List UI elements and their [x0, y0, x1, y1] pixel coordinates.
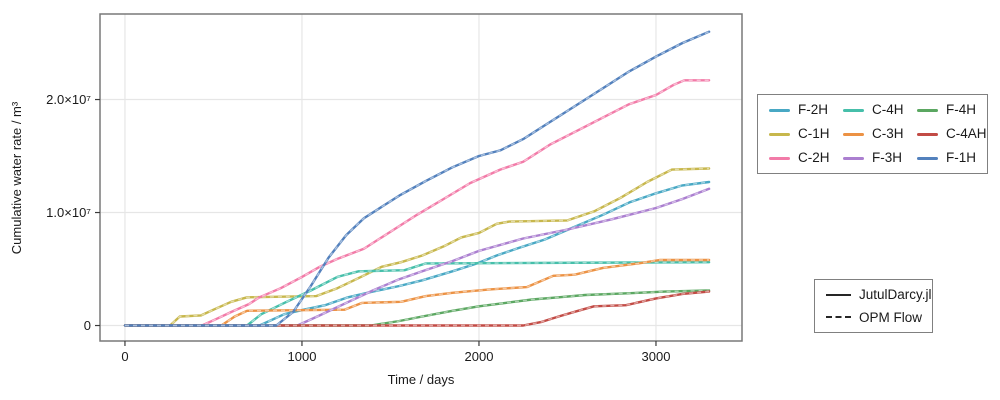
- solid-line-swatch: [826, 293, 851, 296]
- legend-label-jutuldarcy-jl: JutulDarcy.jl: [859, 286, 932, 302]
- series-line-opmflow-c-3h: [125, 259, 710, 327]
- legend-label-c-4h: C-4H: [872, 102, 904, 118]
- legend-swatch-f-3h: [843, 156, 864, 160]
- dashed-line-swatch: [826, 316, 851, 319]
- legend-models: JutulDarcy.jl OPM Flow: [814, 279, 933, 333]
- y-tick-label: 0: [84, 318, 91, 333]
- series-line-opmflow-f-4h: [125, 289, 710, 327]
- plot-border: [99, 13, 743, 342]
- legend-item-c-4ah: C-4AH: [917, 123, 995, 145]
- legend-label-f-3h: F-3H: [872, 150, 902, 166]
- x-tick-label-1000: 1000: [288, 349, 317, 364]
- legend-label-f-1h: F-1H: [946, 150, 976, 166]
- legend-swatch-c-2h: [769, 156, 790, 160]
- x-tick-label-2000: 2000: [465, 349, 494, 364]
- legend-swatch-c-3h: [843, 132, 864, 136]
- series-line-jutuldarcy-c-1h: [123, 167, 711, 327]
- legend-label-f-2h: F-2H: [798, 102, 828, 118]
- series-line-opmflow-c-4h: [125, 261, 710, 327]
- series-line-opmflow-f-2h: [125, 181, 710, 327]
- legend-item-c-1h: C-1H: [769, 123, 843, 145]
- legend-item-f-3h: F-3H: [843, 147, 917, 169]
- series-line-jutuldarcy-f-2h: [123, 180, 711, 327]
- y-axis-label: Cumulative water rate / m³: [9, 101, 24, 254]
- series-line-opmflow-c-1h: [125, 167, 710, 327]
- legend-item-f-2h: F-2H: [769, 99, 843, 121]
- legend-item-c-4h: C-4H: [843, 99, 917, 121]
- legend-swatch-f-4h: [917, 108, 938, 112]
- y-tick-label: 2.0×10⁷: [46, 92, 91, 107]
- legend-item-f-1h: F-1H: [917, 147, 995, 169]
- legend-item-f-4h: F-4H: [917, 99, 995, 121]
- legend-label-c-2h: C-2H: [798, 150, 830, 166]
- series-line-opmflow-c-4ah: [125, 290, 710, 327]
- legend-wells: F-2H C-4H F-4H C-1H C-3H C-4AH C-2H F-3H F-1H: [757, 94, 988, 174]
- x-tick-label-0: 0: [121, 349, 128, 364]
- legend-swatch-c-1h: [769, 132, 790, 136]
- legend-swatch-c-4h: [843, 108, 864, 112]
- series-line-opmflow-c-2h: [125, 79, 710, 327]
- legend-swatch-f-1h: [917, 156, 938, 160]
- legend-swatch-c-4ah: [917, 132, 938, 136]
- legend-label-opm-flow: OPM Flow: [859, 309, 923, 325]
- y-tick-label: 1.0×10⁷: [46, 205, 91, 220]
- legend-item-c-3h: C-3H: [843, 123, 917, 145]
- x-axis-label: Time / days: [388, 372, 455, 387]
- legend-item-c-2h: C-2H: [769, 147, 843, 169]
- x-tick-label-3000: 3000: [642, 349, 671, 364]
- legend-item-jutuldarcy-jl: JutulDarcy.jl: [826, 285, 932, 305]
- axes-layer: 0 1000 2000 3000 0 1.0×10⁷ 2.0×10⁷: [46, 13, 743, 364]
- series-line-jutuldarcy-c-2h: [123, 79, 711, 327]
- series-line-opmflow-f-1h: [125, 31, 710, 327]
- legend-label-f-4h: F-4H: [946, 102, 976, 118]
- series-layer: [123, 30, 711, 327]
- legend-label-c-1h: C-1H: [798, 126, 830, 142]
- legend-swatch-f-2h: [769, 108, 790, 112]
- legend-label-c-4ah: C-4AH: [946, 126, 987, 142]
- legend-label-c-3h: C-3H: [872, 126, 904, 142]
- legend-item-opm-flow: OPM Flow: [826, 307, 924, 327]
- series-line-jutuldarcy-f-3h: [123, 187, 711, 327]
